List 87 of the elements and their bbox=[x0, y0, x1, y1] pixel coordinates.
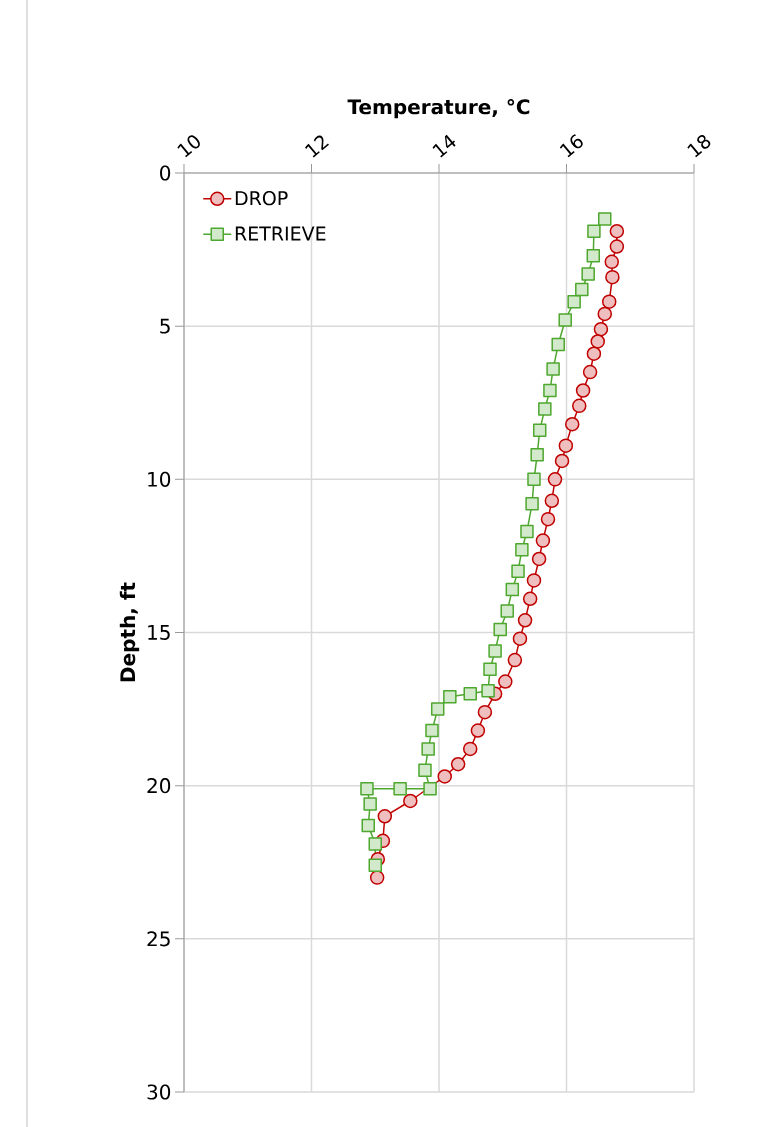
point bbox=[609, 223, 625, 239]
point bbox=[564, 416, 580, 432]
point bbox=[609, 239, 625, 254]
y-axis-title: Depth, ft bbox=[119, 582, 140, 682]
point bbox=[522, 591, 538, 607]
point bbox=[558, 438, 574, 453]
point bbox=[500, 604, 514, 618]
point bbox=[505, 582, 520, 597]
point bbox=[546, 362, 560, 376]
point bbox=[544, 493, 560, 509]
point bbox=[567, 294, 581, 309]
point bbox=[363, 797, 377, 811]
point bbox=[462, 741, 478, 757]
point bbox=[498, 674, 513, 689]
x-tick-label: 18 bbox=[687, 135, 711, 158]
point bbox=[540, 511, 556, 527]
point bbox=[531, 551, 547, 567]
point bbox=[517, 613, 533, 628]
point bbox=[587, 224, 601, 238]
point bbox=[493, 622, 507, 637]
point bbox=[590, 334, 605, 349]
point bbox=[450, 756, 466, 772]
point bbox=[586, 248, 601, 263]
point bbox=[520, 524, 534, 539]
y-tick-label: 15 bbox=[148, 625, 170, 640]
point bbox=[582, 364, 598, 380]
x-tick-label: 10 bbox=[177, 135, 200, 158]
point bbox=[554, 453, 570, 469]
y-tick-label: 20 bbox=[147, 778, 171, 794]
y-tick-label: 25 bbox=[147, 931, 170, 947]
y-tick-label: 5 bbox=[160, 318, 170, 334]
legend-label: DROP bbox=[235, 190, 288, 206]
point bbox=[369, 870, 385, 885]
point bbox=[443, 690, 457, 704]
point bbox=[483, 662, 497, 677]
point bbox=[368, 858, 382, 873]
point bbox=[481, 683, 495, 698]
point bbox=[393, 781, 407, 796]
point bbox=[538, 402, 552, 416]
point bbox=[547, 472, 563, 487]
point bbox=[543, 383, 557, 398]
point bbox=[368, 837, 382, 851]
point bbox=[425, 723, 439, 738]
point bbox=[581, 267, 595, 281]
point bbox=[477, 704, 493, 720]
point bbox=[604, 254, 620, 270]
point bbox=[572, 398, 587, 414]
point bbox=[463, 687, 477, 701]
point bbox=[527, 472, 541, 487]
legend-label: RETRIEVE bbox=[235, 226, 326, 241]
point bbox=[361, 818, 375, 833]
point bbox=[601, 294, 617, 309]
point bbox=[598, 212, 612, 226]
point bbox=[418, 763, 432, 778]
y-tick-label: 10 bbox=[148, 471, 171, 487]
y-tick-label: 30 bbox=[147, 1084, 171, 1100]
point bbox=[403, 793, 418, 809]
point bbox=[597, 306, 613, 322]
point bbox=[575, 282, 589, 297]
point bbox=[488, 644, 502, 658]
x-tick-label: 14 bbox=[432, 134, 456, 158]
x-tick-label: 16 bbox=[559, 134, 583, 158]
point bbox=[511, 564, 525, 578]
point bbox=[470, 723, 486, 738]
y-tick-label: 0 bbox=[160, 165, 171, 181]
point bbox=[586, 346, 602, 361]
x-axis-title: Temperature, °C bbox=[347, 99, 530, 119]
point bbox=[593, 321, 609, 337]
point bbox=[507, 652, 523, 668]
point bbox=[535, 533, 551, 548]
x-tick-label: 12 bbox=[305, 135, 329, 158]
point bbox=[605, 269, 620, 285]
point bbox=[360, 781, 374, 796]
point bbox=[377, 809, 393, 824]
point bbox=[525, 497, 539, 511]
point bbox=[430, 702, 445, 716]
point bbox=[530, 448, 544, 462]
point bbox=[526, 573, 542, 588]
point bbox=[575, 383, 591, 398]
point bbox=[558, 313, 572, 327]
point bbox=[437, 769, 452, 784]
point bbox=[532, 423, 547, 438]
point bbox=[551, 337, 565, 352]
point bbox=[512, 631, 528, 646]
point bbox=[423, 781, 437, 796]
point bbox=[421, 742, 435, 756]
point bbox=[515, 543, 529, 557]
